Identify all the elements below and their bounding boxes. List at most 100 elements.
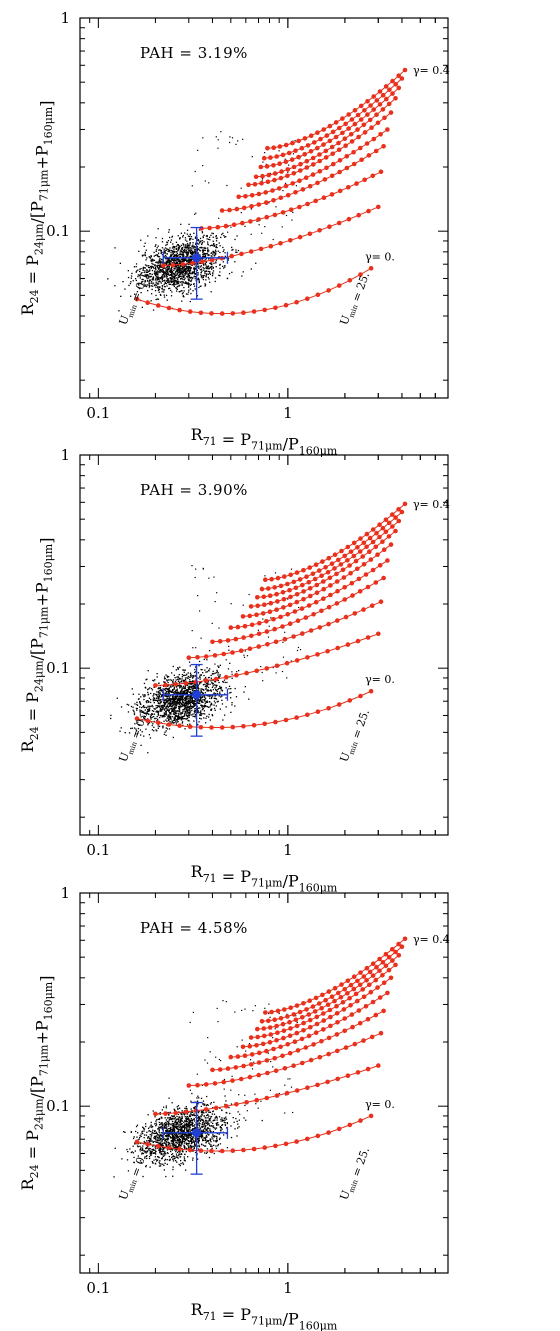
data-point bbox=[189, 1126, 191, 1128]
x-tick-label: 0.1 bbox=[86, 1279, 110, 1297]
data-point bbox=[147, 723, 149, 725]
data-point bbox=[179, 686, 181, 688]
data-point bbox=[191, 253, 193, 256]
data-point bbox=[288, 164, 290, 166]
data-point bbox=[296, 649, 299, 652]
data-point bbox=[168, 269, 170, 271]
data-point bbox=[226, 1147, 229, 1149]
data-point bbox=[155, 269, 157, 271]
model-point bbox=[308, 628, 314, 633]
data-point bbox=[190, 697, 192, 699]
data-point bbox=[207, 1117, 209, 1119]
data-point bbox=[216, 670, 218, 672]
data-point bbox=[173, 1118, 175, 1120]
data-point bbox=[215, 695, 217, 697]
data-point bbox=[191, 707, 193, 710]
data-point bbox=[209, 719, 211, 721]
data-point bbox=[210, 677, 212, 679]
data-point bbox=[192, 696, 194, 699]
data-point bbox=[178, 1154, 180, 1157]
data-point bbox=[141, 1153, 143, 1155]
data-point bbox=[129, 1148, 131, 1150]
model-point bbox=[338, 562, 344, 567]
data-point bbox=[143, 698, 145, 701]
data-point bbox=[250, 268, 252, 270]
data-point bbox=[124, 732, 126, 734]
model-point bbox=[364, 544, 369, 550]
data-point bbox=[144, 709, 146, 711]
data-point bbox=[172, 1158, 174, 1160]
data-point bbox=[150, 276, 152, 278]
data-point bbox=[172, 703, 175, 705]
data-point bbox=[174, 716, 176, 718]
model-point bbox=[396, 85, 402, 91]
data-point bbox=[185, 281, 187, 283]
data-point bbox=[222, 261, 224, 263]
data-point bbox=[190, 267, 192, 270]
data-point bbox=[172, 698, 174, 700]
data-point bbox=[184, 277, 186, 279]
data-point bbox=[162, 704, 164, 707]
data-point bbox=[176, 270, 179, 272]
data-point bbox=[219, 708, 221, 710]
data-point bbox=[188, 707, 191, 710]
data-point bbox=[162, 708, 164, 710]
data-point bbox=[212, 266, 214, 269]
data-point bbox=[142, 278, 144, 281]
data-point bbox=[178, 693, 180, 695]
data-point bbox=[228, 273, 231, 275]
data-point bbox=[157, 252, 160, 254]
data-point bbox=[189, 238, 192, 240]
data-point bbox=[181, 698, 183, 700]
data-point bbox=[208, 650, 211, 652]
data-point bbox=[215, 684, 217, 686]
data-point bbox=[110, 717, 112, 720]
data-point bbox=[216, 684, 218, 687]
data-point bbox=[168, 698, 170, 700]
data-point bbox=[205, 1111, 207, 1114]
model-point bbox=[234, 206, 240, 212]
data-point bbox=[179, 678, 182, 680]
data-point bbox=[209, 668, 211, 670]
data-point bbox=[155, 1160, 158, 1162]
model-point bbox=[304, 165, 310, 170]
data-point bbox=[187, 268, 189, 270]
model-point bbox=[326, 604, 332, 610]
data-point bbox=[148, 266, 150, 268]
data-point bbox=[159, 265, 161, 267]
data-point bbox=[163, 296, 166, 298]
data-point bbox=[165, 1140, 167, 1143]
data-point bbox=[167, 702, 169, 704]
data-point bbox=[211, 252, 213, 254]
data-point bbox=[154, 1146, 156, 1148]
data-point bbox=[200, 690, 202, 692]
data-point bbox=[200, 1134, 203, 1136]
data-point bbox=[182, 249, 185, 252]
data-point bbox=[194, 668, 196, 671]
data-point bbox=[130, 275, 133, 277]
data-point bbox=[182, 255, 184, 257]
data-point bbox=[199, 1135, 201, 1137]
data-point bbox=[169, 1131, 171, 1133]
data-point bbox=[186, 248, 188, 250]
data-point bbox=[219, 685, 221, 688]
data-point bbox=[194, 1120, 196, 1122]
data-point bbox=[165, 695, 168, 697]
data-point bbox=[163, 1138, 165, 1140]
data-point bbox=[173, 692, 175, 694]
data-point bbox=[189, 271, 191, 274]
data-point bbox=[160, 1134, 162, 1137]
model-point bbox=[374, 530, 379, 536]
data-point bbox=[235, 143, 237, 145]
data-point bbox=[190, 700, 192, 702]
data-point bbox=[158, 706, 160, 708]
data-point bbox=[199, 682, 201, 684]
data-point bbox=[207, 273, 209, 275]
data-point bbox=[140, 744, 142, 746]
model-point bbox=[390, 91, 395, 96]
data-point bbox=[210, 267, 212, 269]
data-point bbox=[181, 277, 183, 279]
data-point bbox=[246, 655, 249, 657]
data-point bbox=[192, 1157, 194, 1159]
data-point bbox=[165, 693, 167, 695]
